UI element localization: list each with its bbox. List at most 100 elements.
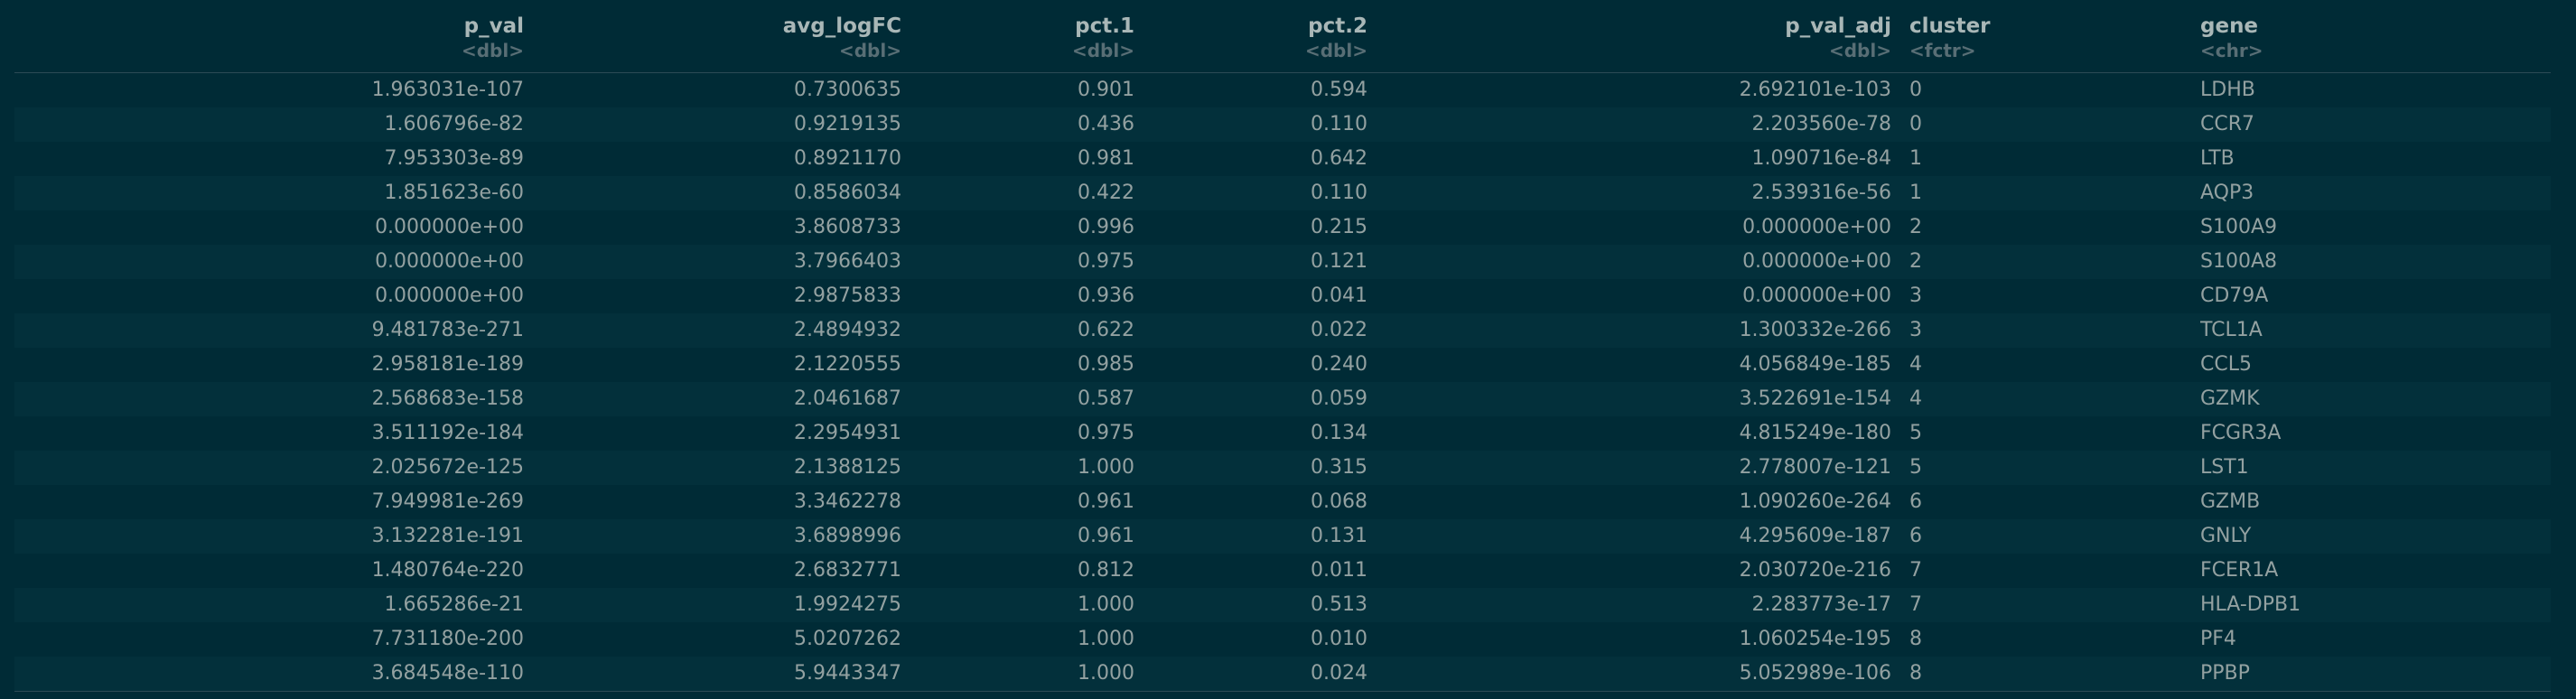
header-row: p_val <dbl> avg_logFC <dbl> pct.1 <dbl> pct.2 <… bbox=[14, 13, 2551, 73]
table-row: 0.000000e+00 3.7966403 0.975 0.121 0.000000e… bbox=[14, 245, 2551, 279]
column-type: <dbl> bbox=[461, 40, 524, 61]
table-cell: 7.953303e-89 bbox=[384, 147, 524, 170]
table-cell: 2.568683e-158 bbox=[14, 382, 524, 416]
table-cell: 0.901 bbox=[1078, 79, 1134, 101]
table-cell: 8 bbox=[1891, 657, 2200, 692]
table-cell: 1.090716e-84 bbox=[1751, 147, 1891, 170]
table-cell: TCL1A bbox=[2200, 313, 2551, 348]
table-cell: S100A8 bbox=[2200, 245, 2551, 279]
table-cell: 0.000000e+00 bbox=[1367, 245, 1891, 279]
column-header: pct.1 <dbl> bbox=[901, 13, 1134, 73]
table-cell: 4.056849e-185 bbox=[1739, 353, 1891, 376]
table-cell: GZMB bbox=[2200, 490, 2261, 513]
table-cell: CCR7 bbox=[2200, 107, 2551, 142]
table-cell: 2 bbox=[1909, 216, 1922, 238]
column-name: avg_logFC bbox=[782, 14, 901, 38]
column-name: cluster bbox=[1909, 14, 1991, 38]
table-cell: 0.315 bbox=[1134, 451, 1367, 485]
table-cell: 4 bbox=[1891, 382, 2200, 416]
table-cell: FCER1A bbox=[2200, 559, 2279, 582]
table-cell: 5 bbox=[1909, 422, 1922, 444]
table-cell: 0.000000e+00 bbox=[375, 216, 524, 238]
table-cell: 1 bbox=[1909, 147, 1922, 170]
table-cell: 3.6898996 bbox=[524, 519, 901, 554]
table-cell: 0.961 bbox=[1078, 490, 1134, 513]
table-cell: 1.060254e-195 bbox=[1739, 628, 1891, 650]
table-cell: 2.4894932 bbox=[524, 313, 901, 348]
table-cell: 0.011 bbox=[1311, 559, 1367, 582]
table-cell: 8 bbox=[1909, 628, 1922, 650]
table-cell: 0.059 bbox=[1134, 382, 1367, 416]
table-cell: 0.215 bbox=[1311, 216, 1367, 238]
table-cell: 0.8586034 bbox=[524, 176, 901, 210]
table-cell: 2.1220555 bbox=[794, 353, 901, 376]
table-cell: CD79A bbox=[2200, 284, 2269, 307]
table-cell: 5 bbox=[1891, 451, 2200, 485]
table-cell: FCGR3A bbox=[2200, 422, 2282, 444]
table-cell: 3.7966403 bbox=[524, 245, 901, 279]
table-row: 9.481783e-271 2.4894932 0.622 0.022 1.300332… bbox=[14, 313, 2551, 348]
column-type: <dbl> bbox=[838, 40, 901, 61]
data-frame-table: p_val <dbl> avg_logFC <dbl> pct.1 <dbl> pct.2 <… bbox=[14, 13, 2551, 692]
table-cell: 0.000000e+00 bbox=[14, 245, 524, 279]
table-cell: 1.606796e-82 bbox=[14, 107, 524, 142]
table-row: 2.568683e-158 2.0461687 0.587 0.059 3.522691… bbox=[14, 382, 2551, 416]
column-name: p_val_adj bbox=[1785, 14, 1891, 38]
table-cell: 1.000 bbox=[901, 588, 1134, 622]
table-cell: 3 bbox=[1909, 284, 1922, 307]
table-cell: 0 bbox=[1909, 79, 1922, 101]
table-cell: 0.436 bbox=[901, 107, 1134, 142]
table-cell: 4.295609e-187 bbox=[1367, 519, 1891, 554]
table-row: 7.949981e-269 3.3462278 0.961 0.068 1.090260… bbox=[14, 485, 2551, 519]
table-cell: 0.041 bbox=[1311, 284, 1367, 307]
table-cell: 0.8921170 bbox=[794, 147, 901, 170]
column-header: gene <chr> bbox=[2200, 13, 2551, 73]
table-cell: 0.985 bbox=[1078, 353, 1134, 376]
table-row: 7.953303e-89 0.8921170 0.981 0.642 1.090716e… bbox=[14, 142, 2551, 176]
table-row: 2.025672e-125 2.1388125 1.000 0.315 2.778007… bbox=[14, 451, 2551, 485]
table-row: 7.731180e-200 5.0207262 1.000 0.010 1.060254… bbox=[14, 622, 2551, 657]
table-cell: 0.010 bbox=[1311, 628, 1367, 650]
table-cell: 2.958181e-189 bbox=[371, 353, 524, 376]
column-name: pct.2 bbox=[1308, 14, 1367, 38]
column-header: p_val <dbl> bbox=[14, 13, 524, 73]
table-cell: 1.000 bbox=[1078, 628, 1134, 650]
table-cell: 1.851623e-60 bbox=[14, 176, 524, 210]
table-cell: 7 bbox=[1891, 588, 2200, 622]
column-header: pct.2 <dbl> bbox=[1134, 13, 1367, 73]
table-cell: 0.068 bbox=[1311, 490, 1367, 513]
table-cell: 2.6832771 bbox=[794, 559, 901, 582]
table-cell: 0.622 bbox=[901, 313, 1134, 348]
table-cell: 0.9219135 bbox=[524, 107, 901, 142]
table-cell: 2.2954931 bbox=[794, 422, 901, 444]
table-cell: 0.996 bbox=[1078, 216, 1134, 238]
table-cell: 0.587 bbox=[901, 382, 1134, 416]
table-cell: 7 bbox=[1909, 559, 1922, 582]
table-cell: 2.1388125 bbox=[524, 451, 901, 485]
column-type: <dbl> bbox=[1828, 40, 1891, 61]
table-cell: 7.731180e-200 bbox=[371, 628, 524, 650]
table-cell: 1 bbox=[1891, 176, 2200, 210]
table-cell: 3.8608733 bbox=[794, 216, 901, 238]
table-cell: 2.9875833 bbox=[794, 284, 901, 307]
table-cell: 0.134 bbox=[1311, 422, 1367, 444]
table-cell: 0.513 bbox=[1134, 588, 1367, 622]
table-cell: PPBP bbox=[2200, 657, 2551, 692]
column-name: gene bbox=[2200, 14, 2259, 38]
table-cell: 1.090260e-264 bbox=[1739, 490, 1891, 513]
table-row: 1.665286e-21 1.9924275 1.000 0.513 2.283773e… bbox=[14, 588, 2551, 622]
table-cell: 4.815249e-180 bbox=[1739, 422, 1891, 444]
table-row: 2.958181e-189 2.1220555 0.985 0.240 4.056849… bbox=[14, 348, 2551, 382]
column-name: pct.1 bbox=[1075, 14, 1134, 38]
column-header: p_val_adj <dbl> bbox=[1367, 13, 1891, 73]
table-body: 1.963031e-107 0.7300635 0.901 0.594 2.692101… bbox=[14, 73, 2551, 692]
table-row: 0.000000e+00 2.9875833 0.936 0.041 0.000000e… bbox=[14, 279, 2551, 313]
table-cell: 0.961 bbox=[901, 519, 1134, 554]
table-cell: 2 bbox=[1891, 245, 2200, 279]
table-cell: 1.665286e-21 bbox=[14, 588, 524, 622]
table-cell: 9.481783e-271 bbox=[14, 313, 524, 348]
table-cell: 6 bbox=[1909, 490, 1922, 513]
table-cell: AQP3 bbox=[2200, 176, 2551, 210]
table-cell: 0.000000e+00 bbox=[1742, 216, 1891, 238]
